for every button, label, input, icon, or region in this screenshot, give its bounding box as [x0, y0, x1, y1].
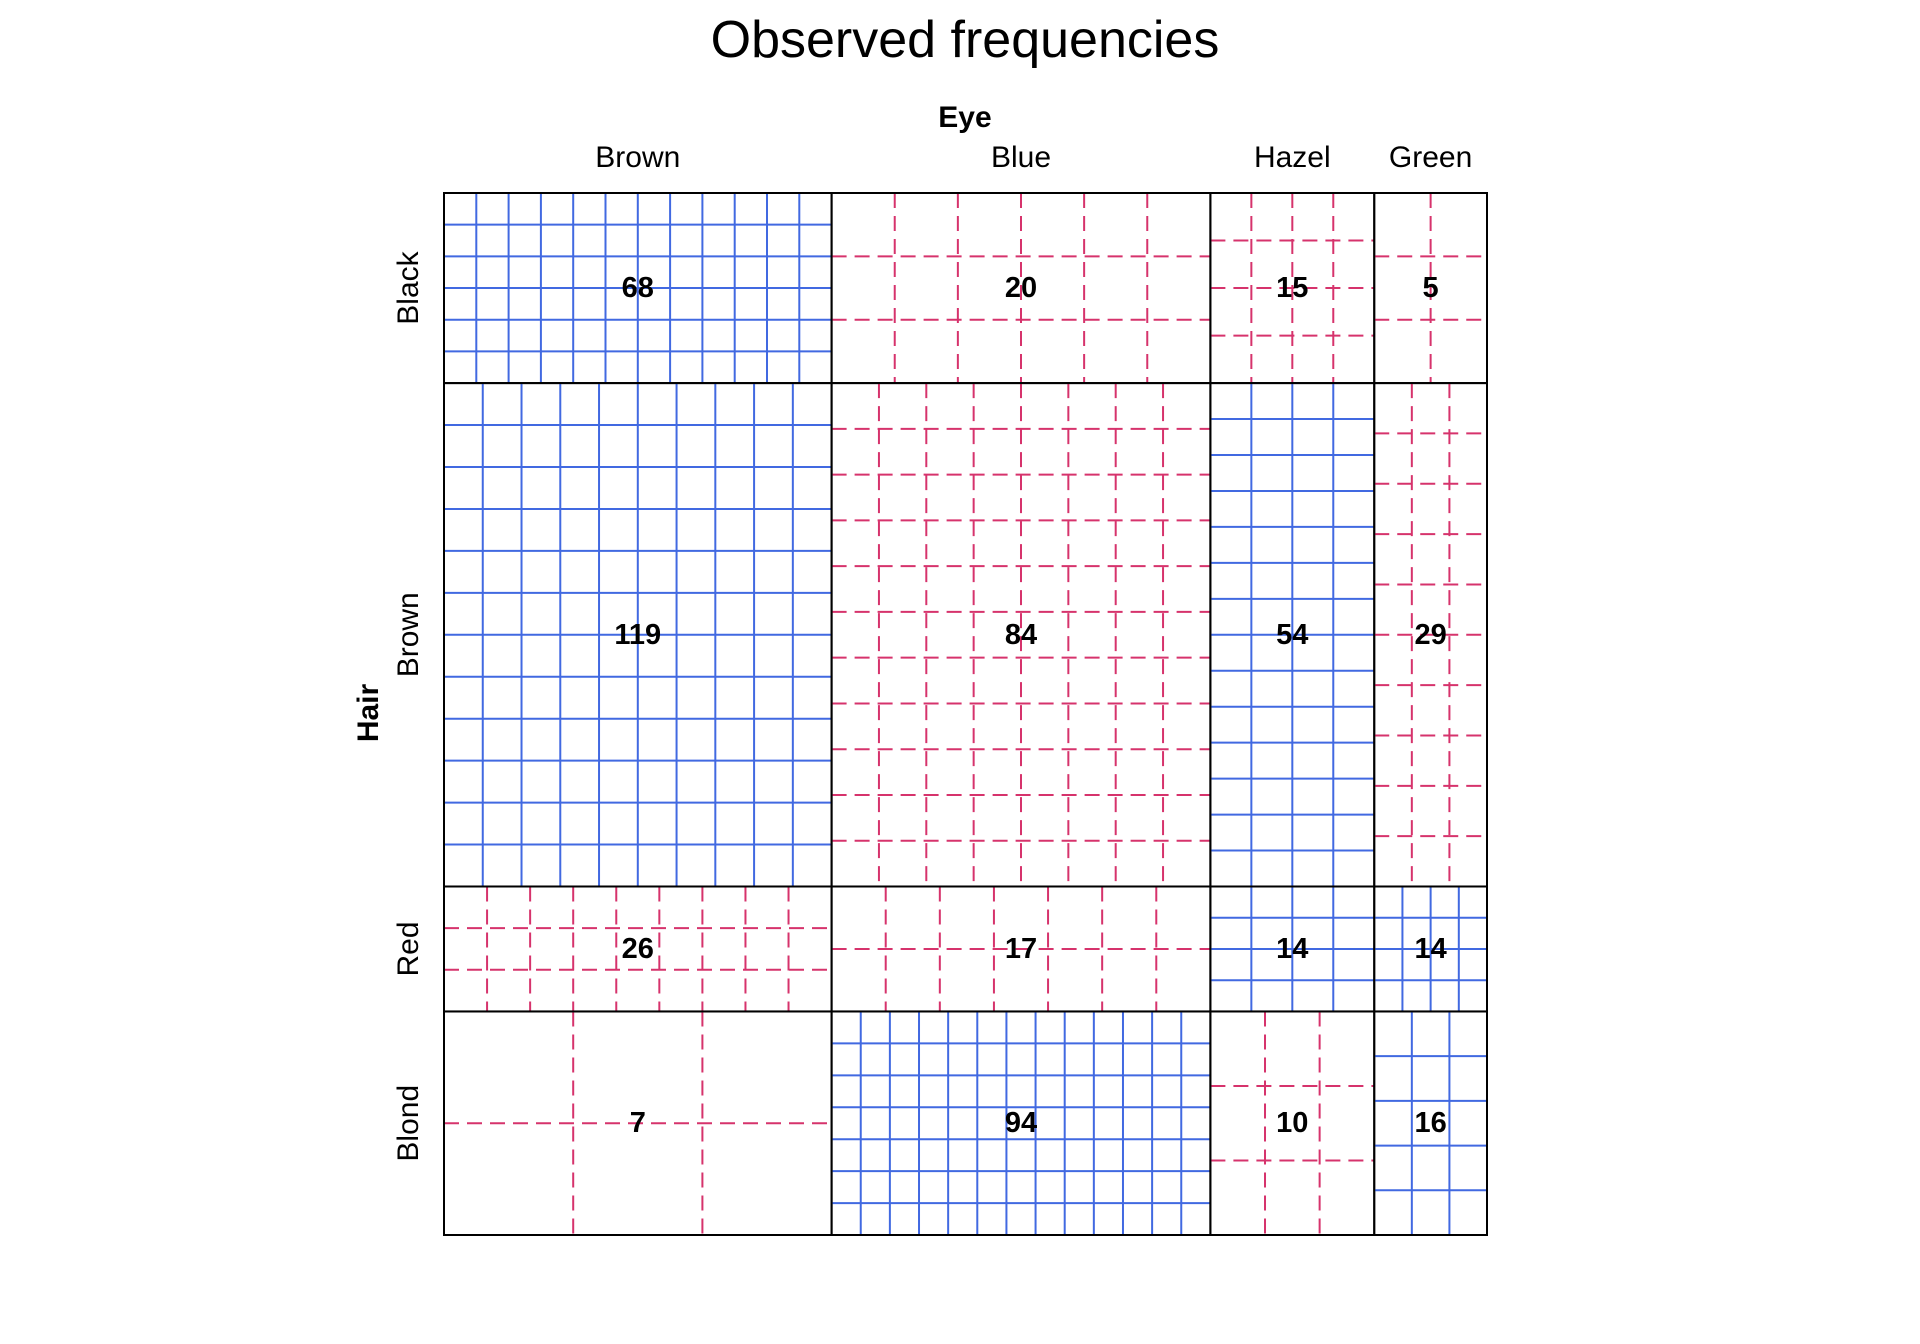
sieve-grid	[1210, 193, 1375, 384]
sieve-grid	[831, 193, 1211, 384]
cell-blond-hazel: 10	[1209, 1010, 1376, 1236]
column-label-blue: Blue	[991, 141, 1051, 174]
sieve-grid	[444, 1011, 832, 1235]
sieve-grid	[1374, 383, 1487, 887]
cell-count: 5	[1423, 272, 1439, 304]
sieve-grid	[1210, 383, 1375, 887]
cell-count: 17	[1005, 933, 1037, 965]
column-label-green: Green	[1389, 141, 1472, 174]
cell-brown-brown: 119	[443, 382, 833, 888]
cell-count: 16	[1414, 1107, 1446, 1139]
cell-count: 7	[630, 1107, 646, 1139]
sieve-grid	[444, 193, 832, 384]
cell-black-brown: 68	[443, 192, 833, 385]
cell-count: 26	[622, 933, 654, 965]
sieve-grid	[1374, 193, 1487, 384]
row-label-black: Black	[392, 250, 425, 324]
cell-border	[1373, 1010, 1489, 1236]
sieve-grid	[1210, 886, 1375, 1012]
row-label-blond: Blond	[392, 1085, 425, 1162]
cell-count: 10	[1276, 1107, 1308, 1139]
cell-count: 20	[1005, 272, 1037, 304]
cell-black-blue: 20	[830, 192, 1212, 385]
cell-count: 29	[1414, 619, 1446, 651]
column-level-labels: Brown Blue Hazel Green	[595, 141, 1472, 174]
cell-count: 119	[614, 619, 661, 651]
cells: 68 20 15 5 119 84 54 29 26 17 14 14 7 94 10 16	[443, 192, 1489, 1236]
sieve-grid	[444, 886, 832, 1012]
cell-blond-brown: 7	[443, 1010, 833, 1236]
cell-red-brown: 26	[443, 885, 833, 1013]
cell-count: 94	[1005, 1107, 1037, 1139]
cell-black-green: 5	[1373, 192, 1489, 385]
sieve-grid	[1374, 886, 1487, 1012]
cell-count: 54	[1276, 619, 1308, 651]
column-label-hazel: Hazel	[1254, 141, 1331, 174]
cell-brown-green: 29	[1373, 382, 1489, 888]
chart-title: Observed frequencies	[711, 11, 1220, 69]
cell-blond-green: 16	[1373, 1010, 1489, 1236]
sieve-grid	[1374, 1011, 1487, 1235]
cell-count: 14	[1276, 933, 1308, 965]
cell-red-hazel: 14	[1209, 885, 1376, 1013]
sieve-grid	[1210, 1011, 1375, 1235]
column-factor-label: Eye	[938, 101, 991, 134]
column-label-brown: Brown	[595, 141, 680, 174]
cell-count: 68	[622, 272, 654, 304]
cell-count: 84	[1005, 619, 1037, 651]
sieve-grid	[831, 1011, 1211, 1235]
sieve-grid	[444, 383, 832, 887]
row-label-red: Red	[392, 921, 425, 976]
cell-red-green: 14	[1373, 885, 1489, 1013]
cell-count: 15	[1276, 272, 1308, 304]
cell-brown-hazel: 54	[1209, 382, 1376, 888]
cell-brown-blue: 84	[830, 382, 1212, 888]
row-factor-label: Hair	[352, 683, 385, 742]
cell-blond-blue: 94	[830, 1010, 1212, 1236]
cell-red-blue: 17	[830, 885, 1212, 1013]
sieve-grid	[831, 383, 1211, 887]
row-label-brown: Brown	[392, 592, 425, 677]
cell-count: 14	[1414, 933, 1446, 965]
row-level-labels: Black Brown Red Blond	[392, 250, 425, 1161]
cell-black-hazel: 15	[1209, 192, 1376, 385]
sieve-grid	[831, 886, 1211, 1012]
